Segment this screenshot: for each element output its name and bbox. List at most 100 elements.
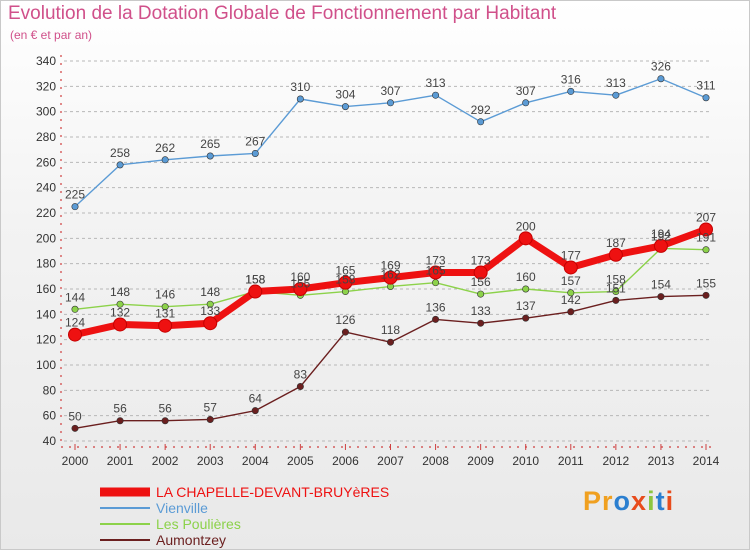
y-tick-label: 100 (36, 358, 56, 372)
data-label: 146 (155, 288, 175, 302)
data-point (432, 279, 440, 287)
data-label: 158 (245, 273, 265, 287)
y-tick-label: 260 (36, 155, 56, 169)
chart-title: Evolution de la Dotation Globale de Fonc… (8, 3, 557, 24)
data-label: 136 (426, 300, 446, 314)
data-point (251, 149, 259, 157)
data-label: 326 (651, 60, 671, 74)
x-tick-label: 2010 (512, 454, 539, 468)
data-label: 155 (290, 276, 310, 290)
data-point (477, 118, 485, 126)
legend-label: Vienville (156, 500, 208, 516)
data-point (71, 424, 79, 432)
y-tick-label: 160 (36, 282, 56, 296)
y-tick-label: 140 (36, 307, 56, 321)
data-point (116, 300, 124, 308)
data-label: 126 (335, 313, 355, 327)
data-point (518, 231, 533, 246)
data-label: 157 (561, 274, 581, 288)
data-point (116, 417, 124, 425)
y-tick-label: 60 (43, 409, 57, 423)
data-point (702, 291, 710, 299)
data-label: 307 (516, 84, 536, 98)
x-tick-label: 2011 (558, 454, 584, 468)
y-axis: 40 60 80 100 120 140 160 180 200 220 240 260 280 300 3… (36, 54, 62, 448)
data-label: 137 (516, 299, 536, 313)
data-point (657, 293, 665, 301)
data-point (567, 289, 575, 297)
y-tick-label: 40 (43, 434, 57, 448)
y-tick-label: 220 (36, 206, 56, 220)
data-label: 162 (380, 267, 400, 281)
data-label: 158 (606, 273, 626, 287)
data-point (432, 91, 440, 99)
legend: LA CHAPELLE-DEVANT-BRUYèRESVienvilleLes … (100, 484, 389, 548)
data-point (248, 284, 263, 299)
y-tick-label: 340 (36, 54, 56, 68)
data-point (251, 407, 259, 415)
data-label: 194 (651, 227, 671, 241)
x-tick-label: 2009 (467, 454, 494, 468)
logo-letter: r (602, 486, 614, 516)
data-label: 132 (110, 305, 130, 319)
y-tick-label: 240 (36, 181, 56, 195)
data-label: 133 (471, 304, 491, 318)
data-point (341, 103, 349, 111)
x-tick-label: 2001 (107, 454, 134, 468)
data-point (563, 260, 578, 275)
data-label: 158 (335, 273, 355, 287)
x-tick-label: 2007 (377, 454, 404, 468)
data-label: 151 (606, 281, 626, 295)
data-label: 313 (426, 76, 446, 90)
data-point (567, 87, 575, 95)
logo-letter: t (655, 486, 666, 516)
x-tick-label: 2004 (242, 454, 269, 468)
data-label: 173 (471, 254, 491, 268)
logo-letter: i (647, 486, 656, 516)
x-axis: 2000 2001 2002 2003 2004 2005 2006 2007 2008 2009… (61, 444, 720, 468)
data-point (657, 75, 665, 83)
data-point (386, 99, 394, 107)
y-tick-label: 320 (36, 79, 56, 93)
y-tick-label: 300 (36, 105, 56, 119)
data-label: 267 (245, 134, 265, 148)
data-label: 265 (200, 137, 220, 151)
logo-letter: o (613, 486, 632, 516)
data-point (161, 417, 169, 425)
data-point (338, 275, 353, 290)
data-labels: 225 258 262 265 267 310 304 307 313 292 307 316 313 3… (65, 60, 716, 424)
data-label: 64 (249, 392, 263, 406)
data-point (293, 282, 308, 296)
logo-letter: i (665, 486, 675, 516)
data-label: 177 (561, 248, 581, 262)
data-label: 258 (110, 146, 130, 160)
data-point (161, 156, 169, 164)
data-label: 292 (471, 103, 491, 117)
data-point (203, 316, 218, 331)
data-point (113, 317, 128, 332)
data-label: 50 (68, 409, 82, 423)
data-label: 118 (381, 323, 400, 337)
chart-subtitle: (en € et par an) (10, 28, 93, 42)
data-point (158, 318, 173, 333)
data-label: 156 (471, 275, 491, 289)
grid-lines (64, 60, 712, 442)
data-point (71, 305, 79, 313)
data-label: 316 (561, 72, 581, 86)
legend-label: LA CHAPELLE-DEVANT-BRUYèRES (156, 484, 389, 500)
data-point (653, 238, 668, 253)
data-label: 207 (696, 210, 716, 224)
data-point (612, 288, 620, 296)
data-label: 307 (380, 84, 400, 98)
data-point (206, 415, 214, 423)
y-tick-label: 280 (36, 130, 56, 144)
y-tick-label: 200 (36, 231, 56, 245)
data-label: 165 (426, 264, 446, 278)
data-label: 158 (245, 273, 265, 287)
x-tick-label: 2005 (287, 454, 314, 468)
data-point (68, 327, 82, 342)
data-point (71, 203, 79, 211)
data-label: 148 (200, 285, 220, 299)
data-point (608, 247, 623, 262)
data-label: 304 (335, 88, 355, 102)
